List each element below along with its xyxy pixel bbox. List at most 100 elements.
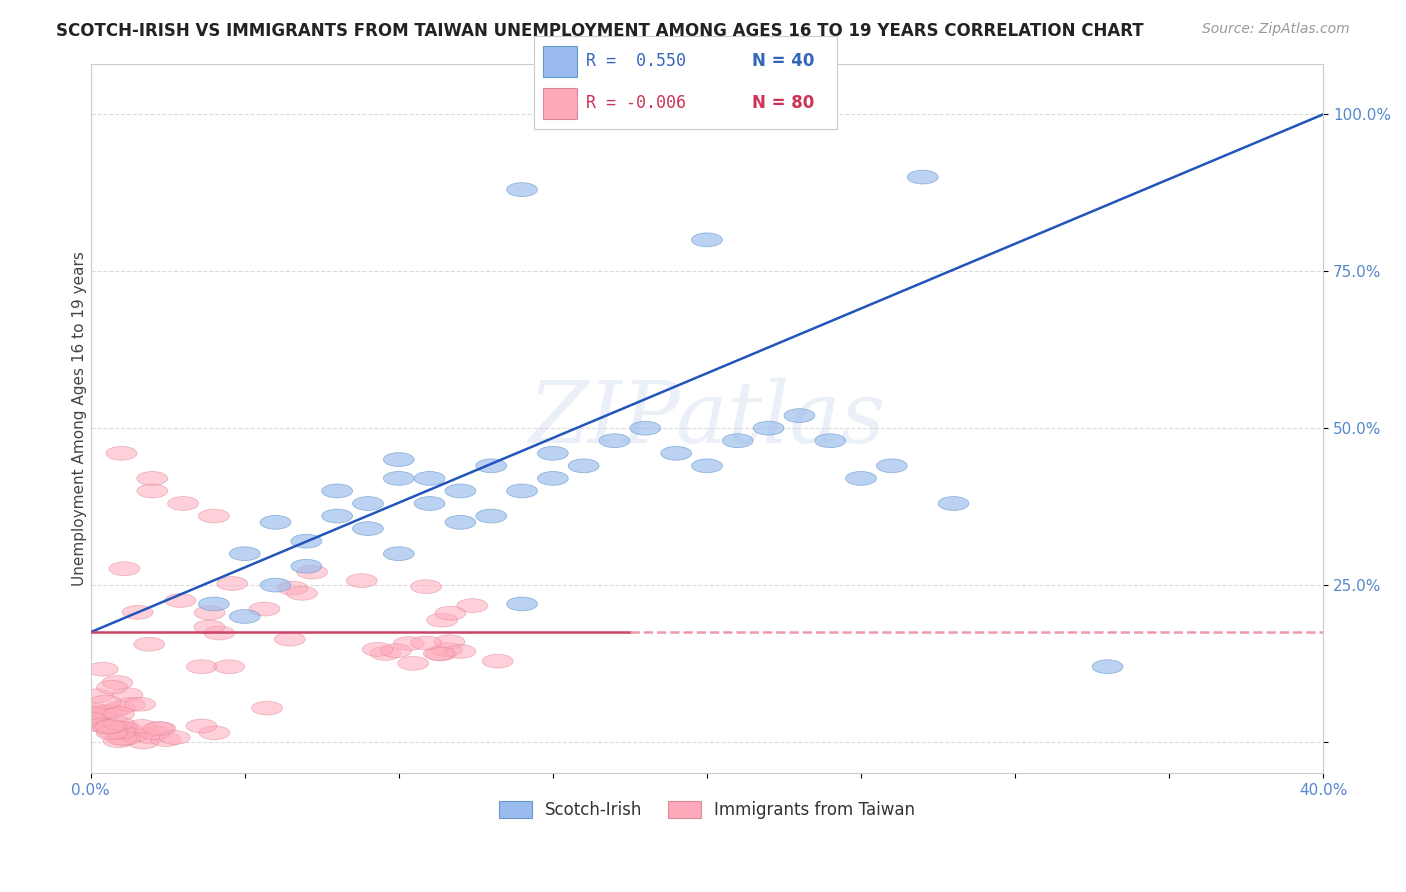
Ellipse shape [475,509,506,523]
Ellipse shape [90,716,121,731]
Ellipse shape [97,704,128,718]
Ellipse shape [434,635,465,648]
Ellipse shape [381,644,412,657]
Ellipse shape [938,497,969,510]
Ellipse shape [423,647,454,660]
Ellipse shape [252,701,283,715]
Ellipse shape [322,509,353,523]
Ellipse shape [110,731,141,746]
Ellipse shape [506,183,537,196]
Ellipse shape [446,516,475,529]
Ellipse shape [446,484,475,498]
Bar [543,46,576,77]
Ellipse shape [785,409,815,423]
Ellipse shape [91,706,122,719]
Ellipse shape [291,559,322,574]
Ellipse shape [297,566,328,579]
Ellipse shape [108,562,139,575]
Legend: Scotch-Irish, Immigrants from Taiwan: Scotch-Irish, Immigrants from Taiwan [492,794,922,825]
Ellipse shape [93,720,124,734]
Ellipse shape [127,720,157,733]
Ellipse shape [291,534,322,548]
Text: Source: ZipAtlas.com: Source: ZipAtlas.com [1202,22,1350,37]
Ellipse shape [229,609,260,624]
Text: N = 80: N = 80 [752,95,814,112]
Ellipse shape [845,472,876,485]
Ellipse shape [105,725,136,739]
Ellipse shape [277,582,308,595]
Ellipse shape [394,637,425,650]
Ellipse shape [370,647,401,660]
Ellipse shape [128,735,159,749]
Ellipse shape [86,706,117,720]
Ellipse shape [165,593,195,607]
Ellipse shape [104,707,135,721]
Ellipse shape [187,660,217,673]
Ellipse shape [104,701,135,715]
Ellipse shape [457,599,488,613]
Ellipse shape [107,722,138,736]
Ellipse shape [76,713,107,726]
Ellipse shape [754,421,785,435]
Ellipse shape [134,637,165,651]
Ellipse shape [103,734,134,747]
Ellipse shape [136,472,167,485]
Ellipse shape [90,695,121,709]
Ellipse shape [475,458,506,473]
Ellipse shape [101,675,132,690]
Ellipse shape [537,472,568,485]
Ellipse shape [274,632,305,646]
Ellipse shape [135,731,166,744]
Ellipse shape [79,716,110,731]
Ellipse shape [411,636,441,649]
Ellipse shape [425,647,456,661]
Ellipse shape [568,458,599,473]
Ellipse shape [194,620,225,634]
Ellipse shape [217,576,247,591]
Ellipse shape [876,458,907,473]
Ellipse shape [229,547,260,560]
Ellipse shape [214,660,245,673]
Ellipse shape [415,497,446,510]
Ellipse shape [97,724,128,739]
Ellipse shape [482,654,513,668]
Ellipse shape [82,689,112,703]
Ellipse shape [353,497,384,510]
Ellipse shape [96,726,127,740]
Ellipse shape [186,719,217,733]
Ellipse shape [426,614,457,627]
Ellipse shape [143,722,174,736]
Ellipse shape [363,642,394,657]
Ellipse shape [287,586,318,600]
Ellipse shape [398,657,429,670]
Ellipse shape [506,597,537,611]
Ellipse shape [249,602,280,615]
Ellipse shape [630,421,661,435]
Ellipse shape [322,484,353,498]
Text: R = -0.006: R = -0.006 [586,95,686,112]
Ellipse shape [86,718,117,732]
Ellipse shape [79,710,110,723]
Ellipse shape [107,721,138,735]
Ellipse shape [105,446,136,460]
Text: SCOTCH-IRISH VS IMMIGRANTS FROM TAIWAN UNEMPLOYMENT AMONG AGES 16 TO 19 YEARS CO: SCOTCH-IRISH VS IMMIGRANTS FROM TAIWAN U… [56,22,1144,40]
Ellipse shape [692,458,723,473]
Ellipse shape [446,645,475,658]
Ellipse shape [260,516,291,529]
Bar [543,88,576,119]
Text: R =  0.550: R = 0.550 [586,52,686,70]
Ellipse shape [194,606,225,620]
Ellipse shape [198,597,229,611]
Ellipse shape [118,729,149,742]
Ellipse shape [599,434,630,448]
Ellipse shape [907,170,938,184]
Ellipse shape [384,547,415,560]
Ellipse shape [353,522,384,535]
Ellipse shape [122,606,153,619]
Ellipse shape [159,731,190,745]
Ellipse shape [97,681,128,694]
Ellipse shape [260,578,291,592]
Ellipse shape [145,722,176,736]
Ellipse shape [692,233,723,247]
Ellipse shape [434,607,465,620]
